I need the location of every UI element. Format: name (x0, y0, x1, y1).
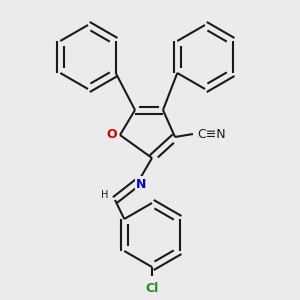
Text: C≡N: C≡N (197, 128, 226, 140)
Text: H: H (101, 190, 109, 200)
Text: N: N (136, 178, 146, 190)
Text: Cl: Cl (146, 282, 159, 295)
Text: O: O (107, 128, 117, 142)
